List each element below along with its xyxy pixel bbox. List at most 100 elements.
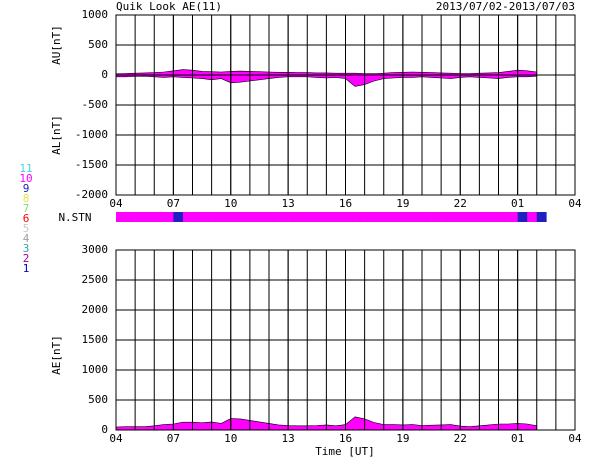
x-tick-label: 07 bbox=[167, 432, 180, 445]
station-segment bbox=[182, 212, 193, 222]
station-segment bbox=[125, 212, 136, 222]
legend-label: 3 bbox=[23, 242, 30, 255]
station-segment bbox=[335, 212, 346, 222]
y-tick-label: 500 bbox=[88, 38, 108, 51]
station-segment bbox=[412, 212, 423, 222]
x-tick-label: 04 bbox=[109, 197, 123, 210]
station-segment bbox=[316, 212, 327, 222]
y-tick-label: 3000 bbox=[82, 243, 109, 256]
station-segment bbox=[221, 212, 232, 222]
station-segment bbox=[135, 212, 145, 222]
station-segment bbox=[364, 212, 375, 222]
station-segment bbox=[441, 212, 451, 222]
area bbox=[115, 416, 538, 431]
station-segment bbox=[269, 212, 279, 222]
station-segment bbox=[479, 212, 490, 222]
station-segment bbox=[202, 212, 212, 222]
y-axis-label: AU[nT] bbox=[50, 25, 63, 65]
station-segment bbox=[469, 212, 480, 222]
station-segment bbox=[249, 212, 260, 222]
y-tick-label: 0 bbox=[101, 423, 108, 436]
x-tick-label: 04 bbox=[109, 432, 123, 445]
legend-label: 4 bbox=[23, 232, 30, 245]
y-tick-label: 500 bbox=[88, 393, 108, 406]
station-segment bbox=[240, 212, 251, 222]
station-segment bbox=[230, 212, 241, 222]
y-tick-label: -2000 bbox=[75, 188, 108, 201]
station-segment bbox=[211, 212, 222, 222]
station-segment bbox=[460, 212, 471, 222]
x-tick-label: 19 bbox=[396, 197, 409, 210]
y-tick-label: 1000 bbox=[82, 8, 109, 21]
x-tick-label: 10 bbox=[224, 432, 237, 445]
station-segment bbox=[422, 212, 432, 222]
station-segment bbox=[326, 212, 337, 222]
station-segment bbox=[431, 212, 442, 222]
station-segment bbox=[288, 212, 298, 222]
x-tick-label: 04 bbox=[568, 197, 582, 210]
y-axis-label: AE[nT] bbox=[50, 335, 63, 375]
station-segment bbox=[402, 212, 413, 222]
station-segment bbox=[192, 212, 203, 222]
station-segment bbox=[498, 212, 509, 222]
area bbox=[115, 69, 538, 76]
station-segment bbox=[517, 212, 528, 222]
station-segment bbox=[154, 212, 165, 222]
x-tick-label: 07 bbox=[167, 197, 180, 210]
x-tick-label: 19 bbox=[396, 432, 409, 445]
x-tick-label: 10 bbox=[224, 197, 237, 210]
x-tick-label: 01 bbox=[511, 432, 524, 445]
station-segment bbox=[173, 212, 184, 222]
x-tick-label: 22 bbox=[454, 197, 467, 210]
x-tick-label: 13 bbox=[282, 197, 295, 210]
x-tick-label: 16 bbox=[339, 432, 352, 445]
y-tick-label: 1000 bbox=[82, 363, 109, 376]
station-segment bbox=[259, 212, 270, 222]
station-segment bbox=[527, 212, 538, 222]
y-axis-label: AL[nT] bbox=[50, 115, 63, 155]
station-segment bbox=[450, 212, 461, 222]
plot-frame bbox=[115, 14, 576, 196]
x-tick-label: 16 bbox=[339, 197, 352, 210]
x-tick-label: 22 bbox=[454, 432, 467, 445]
station-label: N.STN bbox=[58, 211, 91, 224]
area bbox=[115, 74, 538, 87]
station-segment bbox=[383, 212, 394, 222]
station-segment bbox=[116, 212, 126, 222]
chart-title: Quik Look AE(11) bbox=[116, 0, 222, 13]
legend-label: 11 bbox=[19, 162, 32, 175]
x-tick-label: 04 bbox=[568, 432, 582, 445]
legend-label: 2 bbox=[23, 252, 30, 265]
date-range: 2013/07/02-2013/07/03 bbox=[436, 0, 575, 13]
legend-label: 10 bbox=[19, 172, 32, 185]
station-segment bbox=[163, 212, 174, 222]
y-tick-label: -1500 bbox=[75, 158, 108, 171]
y-tick-label: 1500 bbox=[82, 333, 109, 346]
station-segment bbox=[355, 212, 365, 222]
y-tick-label: 2000 bbox=[82, 303, 109, 316]
x-tick-label: 13 bbox=[282, 432, 295, 445]
station-segment bbox=[374, 212, 385, 222]
station-segment bbox=[307, 212, 318, 222]
station-segment bbox=[278, 212, 289, 222]
legend-label: 1 bbox=[23, 262, 30, 275]
station-segment bbox=[488, 212, 499, 222]
station-segment bbox=[393, 212, 404, 222]
x-axis-label: Time [UT] bbox=[315, 445, 375, 458]
y-tick-label: 0 bbox=[101, 68, 108, 81]
legend-label: 8 bbox=[23, 192, 30, 205]
legend-label: 7 bbox=[23, 202, 30, 215]
y-tick-label: -500 bbox=[82, 98, 109, 111]
station-segment bbox=[144, 212, 155, 222]
y-tick-label: -1000 bbox=[75, 128, 108, 141]
legend-label: 5 bbox=[23, 222, 30, 235]
legend-label: 6 bbox=[23, 212, 30, 225]
legend-label: 9 bbox=[23, 182, 30, 195]
plot-frame bbox=[115, 249, 576, 431]
station-segment bbox=[536, 212, 547, 222]
station-segment bbox=[297, 212, 308, 222]
station-segment bbox=[345, 212, 356, 222]
x-tick-label: 01 bbox=[511, 197, 524, 210]
y-tick-label: 2500 bbox=[82, 273, 109, 286]
